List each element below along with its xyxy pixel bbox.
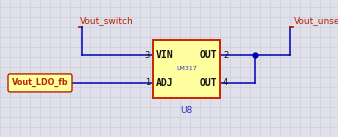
Text: 4: 4 (223, 78, 228, 87)
Text: OUT: OUT (199, 78, 217, 88)
Text: 1: 1 (145, 78, 150, 87)
Text: ADJ: ADJ (156, 78, 174, 88)
FancyBboxPatch shape (8, 74, 72, 92)
Text: 2: 2 (223, 51, 228, 60)
Text: OUT: OUT (199, 50, 217, 60)
Text: 3: 3 (145, 51, 150, 60)
Text: U8: U8 (180, 106, 193, 115)
Text: Vout_unsensed: Vout_unsensed (294, 16, 338, 25)
Text: Vout_switch: Vout_switch (80, 16, 134, 25)
FancyBboxPatch shape (153, 40, 220, 98)
Text: VIN: VIN (156, 50, 174, 60)
Text: Vout_LDO_fb: Vout_LDO_fb (12, 78, 68, 88)
Text: LM317: LM317 (176, 66, 197, 72)
